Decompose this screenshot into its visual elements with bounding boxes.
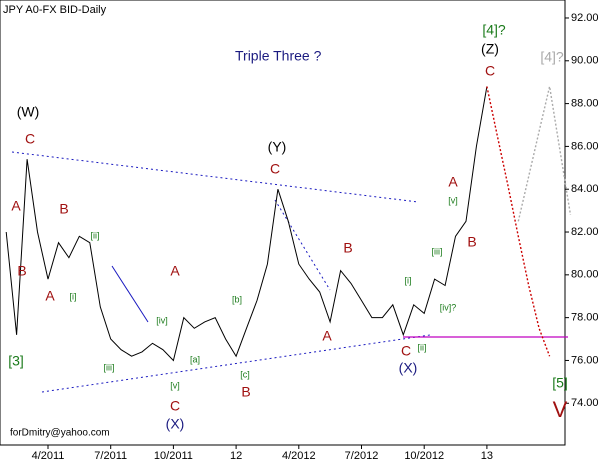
wave-label: [i] <box>69 291 76 301</box>
wave-label: [ii] <box>418 342 427 352</box>
x-tick-label: 4/2011 <box>32 450 65 462</box>
wave-label: B <box>467 234 476 250</box>
wave-label: (Z) <box>481 41 499 57</box>
wave-label: B <box>241 384 250 400</box>
wave-label: V <box>553 397 568 422</box>
channel-line <box>111 265 149 323</box>
wave-label: [ii] <box>91 230 100 240</box>
x-tick-label: 10/2012 <box>404 450 444 462</box>
chart-title: JPY A0-FX BID-Daily <box>3 4 107 16</box>
wave-label: A <box>45 288 55 304</box>
wave-label: [v] <box>170 380 180 390</box>
y-tick-label: 90.00 <box>571 55 599 67</box>
x-tick-label: 7/2012 <box>345 450 379 462</box>
wave-label: A <box>170 263 180 279</box>
wave-label: [iii] <box>432 246 443 256</box>
wave-label: (W) <box>17 104 40 120</box>
wave-label: (X) <box>166 416 185 432</box>
y-tick-label: 86.00 <box>571 140 599 152</box>
wave-label: [iii] <box>104 362 115 372</box>
wave-label: C <box>270 161 280 177</box>
trend-line <box>11 151 419 203</box>
wave-label: C <box>485 63 495 79</box>
wave-label: [i] <box>404 275 411 285</box>
wave-label: (X) <box>399 360 418 376</box>
price-line <box>5 86 488 362</box>
wave-label: A <box>322 328 332 344</box>
wave-label: [iv]? <box>440 302 457 312</box>
y-tick-label: 92.00 <box>571 12 599 24</box>
x-tick-label: 13 <box>481 450 493 462</box>
y-tick-label: 88.00 <box>571 98 599 110</box>
wave-label: A <box>448 174 458 190</box>
y-tick-label: 78.00 <box>571 312 599 324</box>
wave-label: C <box>401 343 411 359</box>
wave-label: [iv] <box>156 315 168 325</box>
wave-label: [c] <box>240 369 250 379</box>
wave-label: [4]? <box>540 49 564 65</box>
x-tick-label: 10/2011 <box>154 450 193 462</box>
wave-label: [a] <box>190 354 200 364</box>
x-tick-label: 12 <box>230 450 242 462</box>
y-tick-label: 76.00 <box>571 354 599 366</box>
y-tick-label: 74.00 <box>571 397 599 409</box>
wave-label: (Y) <box>268 139 287 155</box>
plot-frame <box>0 0 566 446</box>
wave-label: B <box>59 201 68 217</box>
y-tick-label: 82.00 <box>571 226 599 238</box>
trend-line <box>41 334 431 393</box>
wave-label: A <box>11 198 21 214</box>
wave-label: C <box>25 131 35 147</box>
price-line <box>486 86 551 357</box>
subtitle: Triple Three ? <box>235 48 322 64</box>
wave-label: B <box>343 240 352 256</box>
footer: forDmitry@yahoo.com <box>10 428 110 439</box>
x-tick-label: 7/2011 <box>94 450 127 462</box>
x-tick-label: 4/2012 <box>282 450 316 462</box>
y-tick-label: 84.00 <box>571 183 599 195</box>
wave-label: [4]? <box>482 22 506 38</box>
y-tick-label: 80.00 <box>571 269 599 281</box>
wave-label: [5] <box>552 375 568 391</box>
wave-label: [v] <box>448 195 458 205</box>
wave-label: [b] <box>232 294 242 304</box>
wave-label: C <box>170 398 180 414</box>
wave-label: B <box>17 263 26 279</box>
wave-label: [3] <box>8 353 24 369</box>
